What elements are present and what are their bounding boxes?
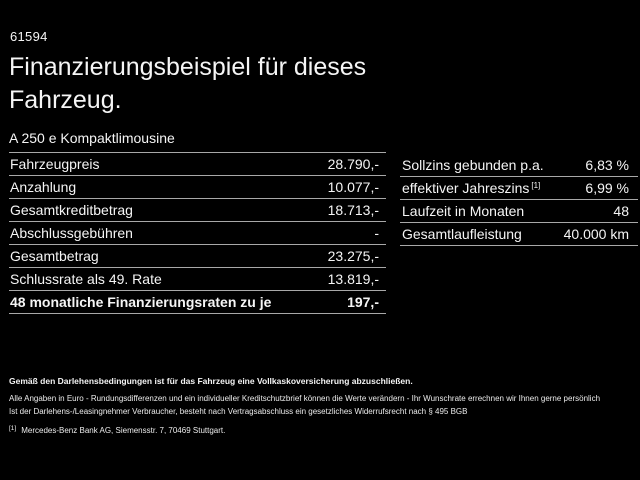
row-value: 13.819,-: [327, 271, 379, 287]
disclaimer-line-1: Alle Angaben in Euro - Rundungsdifferenz…: [9, 394, 601, 403]
row-value: -: [374, 225, 379, 241]
row-label: effektiver Jahreszins [1]: [402, 180, 540, 196]
footnote: [1] Mercedes-Benz Bank AG, Siemensstr. 7,…: [9, 425, 639, 435]
row-label-text: effektiver Jahreszins: [402, 180, 530, 196]
table-row-abschlussgebuehren: Abschlussgebühren -: [9, 222, 386, 245]
row-label: Fahrzeugpreis: [10, 156, 100, 172]
row-label: Laufzeit in Monaten: [402, 203, 525, 219]
row-label: 48 monatliche Finanzierungsraten zu je: [10, 294, 272, 310]
row-value: 197,-: [347, 294, 379, 310]
row-value: 48: [613, 203, 629, 219]
row-value: 6,99 %: [585, 180, 629, 196]
row-label: Sollzins gebunden p.a.: [402, 157, 544, 173]
row-label: Gesamtlaufleistung: [402, 226, 522, 242]
table-row-anzahlung: Anzahlung 10.077,-: [9, 176, 386, 199]
table-row-gesamtkreditbetrag: Gesamtkreditbetrag 18.713,-: [9, 199, 386, 222]
row-value: 23.275,-: [327, 248, 379, 264]
row-value: 40.000 km: [563, 226, 629, 242]
row-label: Gesamtkreditbetrag: [10, 202, 133, 218]
table-row-gesamtbetrag: Gesamtbetrag 23.275,-: [9, 245, 386, 268]
page-title: Finanzierungsbeispiel für dieses Fahrzeu…: [9, 51, 449, 117]
conditions-table: Sollzins gebunden p.a. 6,83 % effektiver…: [400, 154, 638, 246]
footnote-reference: [1]: [531, 181, 541, 190]
table-row-monatsrate: 48 monatliche Finanzierungsraten zu je 1…: [9, 291, 386, 314]
vehicle-model: A 250 e Kompaktlimousine: [9, 130, 175, 146]
table-row-schlussrate: Schlussrate als 49. Rate 13.819,-: [9, 268, 386, 291]
offer-number: 61594: [10, 29, 48, 44]
row-value: 18.713,-: [327, 202, 379, 218]
row-value: 28.790,-: [327, 156, 379, 172]
insurance-note: Gemäß den Darlehensbedingungen ist für d…: [9, 376, 413, 386]
table-row-effektiver-jahreszins: effektiver Jahreszins [1] 6,99 %: [400, 177, 638, 200]
table-row-gesamtlaufleistung: Gesamtlaufleistung 40.000 km: [400, 223, 638, 246]
row-label: Abschlussgebühren: [10, 225, 133, 241]
page-title-line1: Finanzierungsbeispiel für dieses: [9, 53, 367, 81]
footnote-text: Mercedes-Benz Bank AG, Siemensstr. 7, 70…: [21, 426, 226, 435]
disclaimer-line-2: Ist der Darlehens-/Leasingnehmer Verbrau…: [9, 407, 468, 416]
finance-table: Fahrzeugpreis 28.790,- Anzahlung 10.077,…: [9, 152, 386, 314]
legal-footer: Gemäß den Darlehensbedingungen ist für d…: [9, 376, 639, 435]
table-row-fahrzeugpreis: Fahrzeugpreis 28.790,-: [9, 153, 386, 176]
row-label: Schlussrate als 49. Rate: [10, 271, 162, 287]
page-title-line2: Fahrzeug.: [9, 86, 122, 114]
row-label: Anzahlung: [10, 179, 77, 195]
table-row-laufzeit: Laufzeit in Monaten 48: [400, 200, 638, 223]
row-value: 10.077,-: [327, 179, 379, 195]
row-value: 6,83 %: [585, 157, 629, 173]
table-row-sollzins: Sollzins gebunden p.a. 6,83 %: [400, 154, 638, 177]
row-label: Gesamtbetrag: [10, 248, 99, 264]
footnote-marker: [1]: [9, 425, 17, 432]
